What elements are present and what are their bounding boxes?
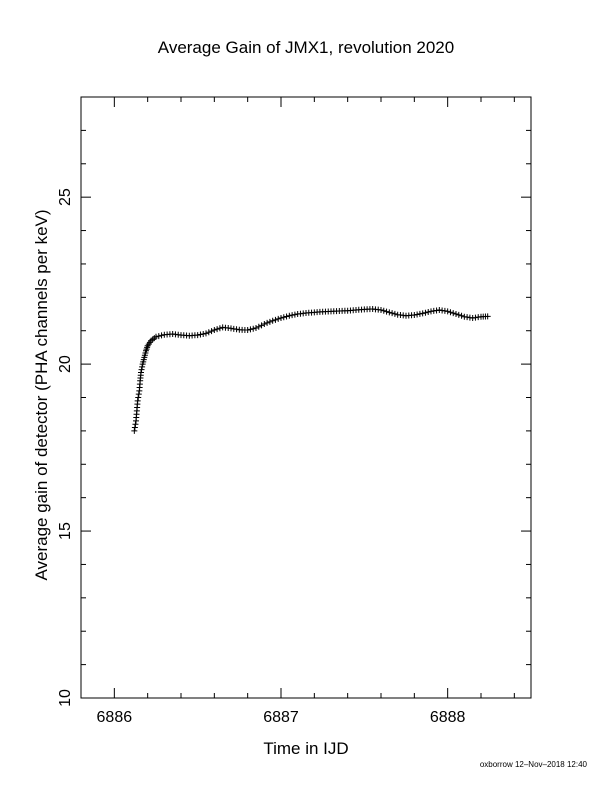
- data-point: [266, 318, 273, 325]
- x-tick-label: 6886: [97, 709, 133, 726]
- data-point: [261, 321, 268, 328]
- chart-title: Average Gain of JMX1, revolution 2020: [158, 38, 454, 57]
- data-point: [411, 312, 418, 319]
- data-point: [255, 323, 262, 330]
- data-point: [458, 312, 465, 319]
- y-tick-label: 20: [57, 355, 74, 373]
- data-point: [214, 326, 221, 333]
- data-point: [132, 421, 139, 428]
- data-point: [258, 322, 265, 329]
- data-point: [197, 331, 204, 338]
- data-point: [244, 327, 251, 334]
- data-point: [425, 309, 432, 316]
- data-point: [131, 427, 138, 434]
- data-point: [447, 309, 454, 316]
- data-point: [134, 397, 141, 404]
- y-tick-label: 25: [57, 188, 74, 206]
- data-point: [386, 309, 393, 316]
- data-point: [131, 424, 138, 431]
- data-point: [280, 314, 287, 321]
- data-point: [453, 311, 459, 318]
- data-point: [286, 312, 293, 319]
- data-point: [211, 327, 218, 334]
- data-point: [216, 325, 223, 332]
- data-point: [450, 310, 457, 317]
- footer-credit: oxborrow 12–Nov–2018 12:40: [480, 760, 588, 769]
- data-point: [275, 315, 282, 322]
- data-point: [419, 310, 426, 317]
- data-point: [194, 332, 201, 339]
- data-point: [422, 309, 429, 316]
- data-point: [203, 330, 209, 337]
- data-point: [158, 332, 165, 339]
- data-point: [484, 313, 491, 320]
- data-point: [247, 326, 254, 333]
- data-point: [389, 310, 396, 317]
- data-point: [139, 363, 146, 370]
- data-point: [264, 319, 271, 326]
- y-tick-label: 15: [57, 522, 74, 540]
- data-point: [291, 311, 298, 318]
- plot-frame: [80, 96, 532, 699]
- data-point: [200, 330, 207, 337]
- data-point: [208, 328, 215, 335]
- x-tick-label: 6887: [263, 709, 299, 726]
- data-point: [153, 333, 159, 340]
- data-point: [272, 316, 279, 323]
- data-point: [253, 325, 259, 332]
- data-point: [380, 307, 387, 314]
- y-tick-label: 10: [57, 689, 74, 707]
- axis-tick-labels: 6886 6887 6888 10 15 20 25: [57, 188, 466, 726]
- x-tick-label: 6888: [430, 709, 466, 726]
- data-point: [250, 325, 257, 332]
- data-point: [416, 310, 423, 317]
- data-point: [383, 308, 390, 315]
- axis-ticks: [80, 96, 531, 699]
- data-point: [138, 369, 144, 376]
- x-axis-label: Time in IJD: [263, 739, 348, 758]
- data-point: [283, 313, 290, 320]
- data-point: [269, 317, 276, 324]
- y-axis-label: Average gain of detector (PHA channels p…: [32, 209, 51, 580]
- data-point: [155, 333, 162, 340]
- data-point: [205, 329, 212, 336]
- data-point: [455, 311, 462, 318]
- data-point: [391, 310, 398, 317]
- data-point: [138, 366, 145, 373]
- data-point: [414, 311, 421, 318]
- data-point: [135, 394, 142, 401]
- data-point: [444, 308, 451, 315]
- data-point: [289, 312, 296, 319]
- data-points: [131, 306, 491, 434]
- data-point: [278, 315, 284, 322]
- data-point: [135, 391, 142, 398]
- data-point: [378, 307, 384, 314]
